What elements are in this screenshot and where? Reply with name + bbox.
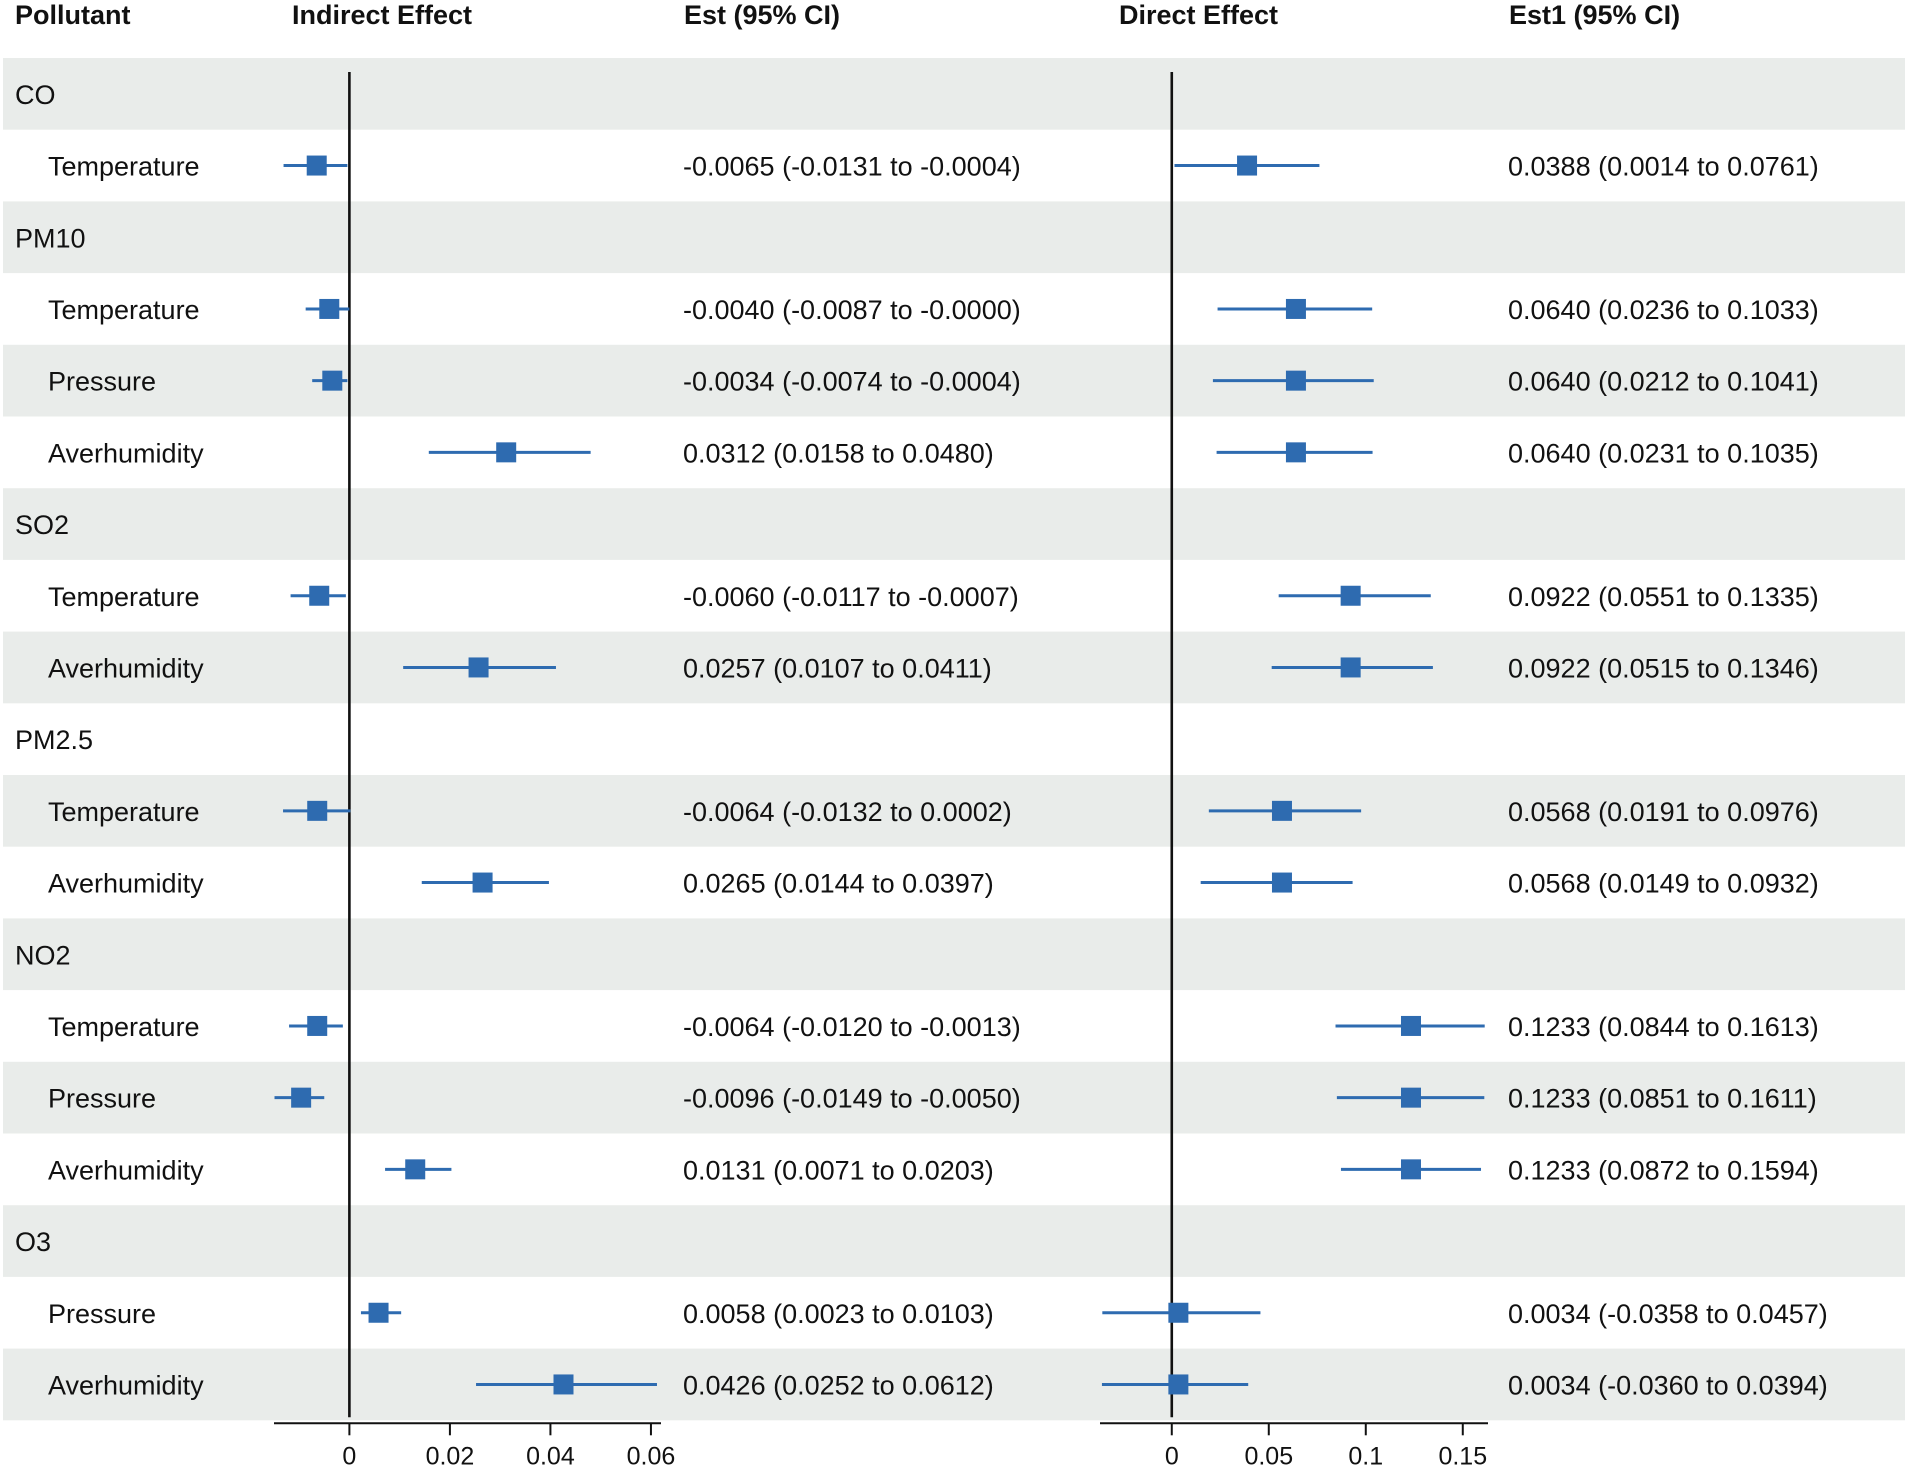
row-band — [3, 1205, 1905, 1277]
indirect-estimate-text: 0.0312 (0.0158 to 0.0480) — [683, 438, 994, 468]
indirect-estimate-text: 0.0058 (0.0023 to 0.0103) — [683, 1299, 994, 1329]
group-label: PM2.5 — [15, 725, 93, 755]
header-indirect-effect: Indirect Effect — [292, 0, 472, 30]
indirect-point-estimate — [307, 1015, 328, 1036]
direct-point-estimate — [1285, 442, 1306, 463]
direct-point-estimate — [1340, 657, 1361, 678]
row-band — [3, 201, 1905, 274]
row-label: Temperature — [48, 797, 200, 827]
header-direct-effect: Direct Effect — [1119, 0, 1278, 30]
direct-estimate-text: 0.0568 (0.0191 to 0.0976) — [1508, 797, 1819, 827]
indirect-point-estimate — [319, 298, 340, 319]
row-label: Averhumidity — [48, 1370, 204, 1400]
row-label: Temperature — [48, 152, 200, 182]
direct-point-estimate — [1285, 298, 1306, 319]
indirect-estimate-text: -0.0040 (-0.0087 to -0.0000) — [683, 295, 1021, 325]
direct-tick-label: 0.05 — [1244, 1442, 1293, 1470]
indirect-point-estimate — [496, 442, 517, 463]
indirect-estimate-text: 0.0265 (0.0144 to 0.0397) — [683, 869, 994, 899]
group-label: O3 — [15, 1227, 51, 1257]
direct-estimate-text: 0.1233 (0.0851 to 0.1611) — [1508, 1084, 1817, 1114]
indirect-point-estimate — [368, 1302, 389, 1323]
indirect-point-estimate — [291, 1087, 312, 1108]
row-band — [3, 918, 1905, 991]
indirect-tick-label: 0 — [342, 1442, 356, 1470]
indirect-estimate-text: -0.0064 (-0.0120 to -0.0013) — [683, 1012, 1021, 1042]
indirect-estimate-text: -0.0060 (-0.0117 to -0.0007) — [683, 582, 1019, 612]
direct-point-estimate — [1340, 585, 1361, 606]
direct-tick-label: 0.15 — [1438, 1442, 1487, 1470]
direct-tick-label: 0.1 — [1348, 1442, 1383, 1470]
indirect-tick-label: 0.04 — [526, 1442, 575, 1470]
indirect-point-estimate — [309, 585, 330, 606]
group-label: CO — [15, 80, 56, 110]
indirect-estimate-text: 0.0426 (0.0252 to 0.0612) — [683, 1370, 994, 1400]
indirect-point-estimate — [307, 800, 328, 821]
header-pollutant: Pollutant — [15, 0, 131, 30]
header-direct-est: Est1 (95% CI) — [1509, 0, 1680, 30]
row-label: Temperature — [48, 1012, 200, 1042]
direct-effect-panel: 0 0.05 0.1 0.15 — [1100, 72, 1488, 1470]
direct-estimate-text: 0.0034 (-0.0358 to 0.0457) — [1508, 1299, 1828, 1329]
direct-point-estimate — [1168, 1374, 1189, 1395]
row-label: Pressure — [48, 1299, 156, 1329]
row-label: Averhumidity — [48, 438, 204, 468]
group-label: SO2 — [15, 510, 69, 540]
direct-point-estimate — [1400, 1087, 1421, 1108]
indirect-point-estimate — [306, 155, 327, 176]
group-label: NO2 — [15, 940, 71, 970]
indirect-tick-label: 0.06 — [627, 1442, 676, 1470]
direct-estimate-text: 0.0922 (0.0551 to 0.1335) — [1508, 582, 1819, 612]
row-bands — [3, 58, 1905, 1421]
direct-estimate-text: 0.1233 (0.0872 to 0.1594) — [1508, 1155, 1819, 1185]
indirect-estimate-text: 0.0131 (0.0071 to 0.0203) — [683, 1155, 994, 1185]
indirect-point-estimate — [468, 657, 489, 678]
indirect-estimate-text: -0.0034 (-0.0074 to -0.0004) — [683, 367, 1021, 397]
direct-tick-label: 0 — [1165, 1442, 1179, 1470]
indirect-point-estimate — [322, 370, 343, 391]
indirect-effect-panel: 0 0.02 0.04 0.06 — [274, 72, 675, 1470]
estimate-texts: -0.0065 (-0.0131 to -0.0004) 0.0388 (0.00… — [683, 152, 1828, 1401]
row-label: Temperature — [48, 295, 200, 325]
direct-estimate-text: 0.0640 (0.0212 to 0.1041) — [1508, 367, 1819, 397]
group-label: PM10 — [15, 223, 86, 253]
row-band — [3, 58, 1905, 130]
indirect-estimate-text: -0.0065 (-0.0131 to -0.0004) — [683, 152, 1021, 182]
indirect-estimate-text: -0.0064 (-0.0132 to 0.0002) — [683, 797, 1012, 827]
row-label: Averhumidity — [48, 1155, 204, 1185]
row-label: Pressure — [48, 367, 156, 397]
direct-point-estimate — [1285, 370, 1306, 391]
indirect-estimate-text: -0.0096 (-0.0149 to -0.0050) — [683, 1084, 1021, 1114]
row-band — [3, 1348, 1905, 1421]
row-label: Temperature — [48, 582, 200, 612]
direct-point-estimate — [1168, 1302, 1189, 1323]
direct-estimate-text: 0.0034 (-0.0360 to 0.0394) — [1508, 1370, 1828, 1400]
column-headers: Pollutant Indirect Effect Est (95% CI) D… — [15, 0, 1680, 30]
direct-point-estimate — [1400, 1015, 1421, 1036]
direct-point-estimate — [1271, 800, 1292, 821]
direct-estimate-text: 0.0388 (0.0014 to 0.0761) — [1508, 152, 1819, 182]
direct-estimate-text: 0.0640 (0.0231 to 0.1035) — [1508, 438, 1819, 468]
row-labels: CO Temperature PM10 Temperature Pressure Aver… — [15, 80, 204, 1401]
indirect-estimate-text: 0.0257 (0.0107 to 0.0411) — [683, 653, 992, 683]
direct-estimate-text: 0.0922 (0.0515 to 0.1346) — [1508, 653, 1819, 683]
row-label: Averhumidity — [48, 653, 204, 683]
indirect-point-estimate — [472, 872, 493, 893]
indirect-point-estimate — [553, 1374, 574, 1395]
direct-point-estimate — [1400, 1159, 1421, 1180]
row-band — [3, 488, 1905, 560]
header-indirect-est: Est (95% CI) — [684, 0, 840, 30]
direct-estimate-text: 0.0640 (0.0236 to 0.1033) — [1508, 295, 1819, 325]
direct-point-estimate — [1271, 872, 1292, 893]
indirect-point-estimate — [405, 1159, 426, 1180]
direct-estimate-text: 0.1233 (0.0844 to 0.1613) — [1508, 1012, 1819, 1042]
direct-point-estimate — [1237, 155, 1258, 176]
indirect-tick-label: 0.02 — [426, 1442, 475, 1470]
direct-estimate-text: 0.0568 (0.0149 to 0.0932) — [1508, 869, 1819, 899]
row-band — [3, 631, 1905, 704]
row-label: Averhumidity — [48, 869, 204, 899]
row-label: Pressure — [48, 1084, 156, 1114]
